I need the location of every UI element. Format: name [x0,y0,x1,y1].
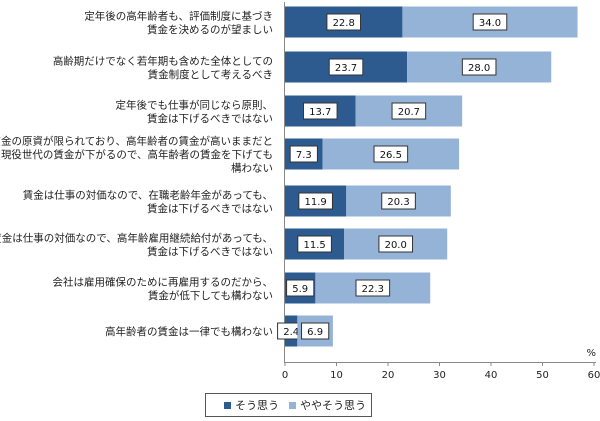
data-label-box [297,235,332,253]
data-label: 2.4 [283,327,299,338]
category-label: 賃金は下げるべきではない [147,112,273,125]
data-label: 5.9 [292,284,308,295]
category-label: 賃金が低下しても構わない [148,289,273,302]
legend-swatch-soomou [224,402,231,409]
data-label-box [286,279,315,297]
data-label: 13.7 [309,107,331,118]
data-label: 11.5 [303,240,325,251]
category-label: 現役世代の賃金が下がるので、高年齢者の賃金を下げても [1,148,273,161]
data-label: 11.9 [305,197,327,208]
category-label: 賃金は下げるべきではない [147,202,273,215]
category-label: 高齢期だけでなく若年期も含めた全体としての [53,54,273,67]
x-tick-label: 30 [433,370,446,381]
category-label: 賃金は仕事の対価なので、高年齢雇用継続給付があっても、 [0,231,273,244]
data-label-box [461,58,497,76]
legend-label-yayasoomou: ややそう思う [300,399,366,412]
legend: そう思う ややそう思う [205,393,372,417]
data-label-box [328,58,364,76]
legend-frame [205,393,372,417]
category-labels: 定年後の高年齢者も、評価制度に基づき賃金を決めるのが望ましい高齢期だけでなく若年… [0,9,273,338]
legend-label-soomou: そう思う [235,399,279,412]
unit-label: % [586,348,596,359]
data-label: 23.7 [335,63,357,74]
legend-swatch-yayasoomou [289,402,296,409]
data-label: 6.9 [307,327,323,338]
data-label: 20.3 [387,197,409,208]
data-label-box [378,235,414,253]
category-label: 定年後でも仕事が同じなら原則、 [116,98,274,111]
x-tick-label: 20 [382,370,395,381]
category-label: 定年後の高年齢者も、評価制度に基づき [84,9,273,22]
bars: 22.8 34.0 23.7 28.0 13.7 20.7 7.3 26.5 11.9 20.3 1… [277,6,578,347]
category-label: 賃金の原資が限られており、高年齢者の賃金が高いままだと [0,135,273,148]
x-tick-label: 60 [588,370,600,381]
category-label: 賃金制度として考えるべき [148,68,273,81]
data-label: 7.3 [296,150,312,161]
x-axis-ticks: 0 10 20 30 40 50 60 [282,362,600,381]
x-tick-label: 40 [485,370,498,381]
category-label: 構わない [231,162,273,175]
data-label: 34.0 [479,18,501,29]
data-label-box [302,102,338,120]
x-tick-label: 50 [536,370,549,381]
category-label: 賃金は下げるべきではない [147,245,273,258]
data-label-box [301,322,330,340]
category-label: 高年齢者の賃金は一律でも構わない [105,325,273,338]
data-label: 26.5 [380,150,402,161]
data-label-box [381,192,416,210]
data-label-box [355,279,391,297]
data-label: 20.0 [385,240,407,251]
data-label: 22.3 [362,284,384,295]
x-tick-label: 10 [330,370,343,381]
data-label: 28.0 [468,63,490,74]
data-label-box [373,145,409,163]
data-label-box [326,13,362,31]
data-label: 20.7 [398,107,420,118]
data-label: 22.8 [333,18,355,29]
data-label-box [298,192,333,210]
data-label-box [472,13,508,31]
x-tick-label: 0 [282,370,288,381]
data-label-box [289,145,318,163]
category-label: 賃金は仕事の対価なので、在職老齢年金があっても、 [23,188,273,201]
data-label-box [391,102,427,120]
category-label: 会社は雇用確保のために再雇用するのだから、 [53,275,274,288]
category-label: 賃金を決めるのが望ましい [147,23,273,36]
